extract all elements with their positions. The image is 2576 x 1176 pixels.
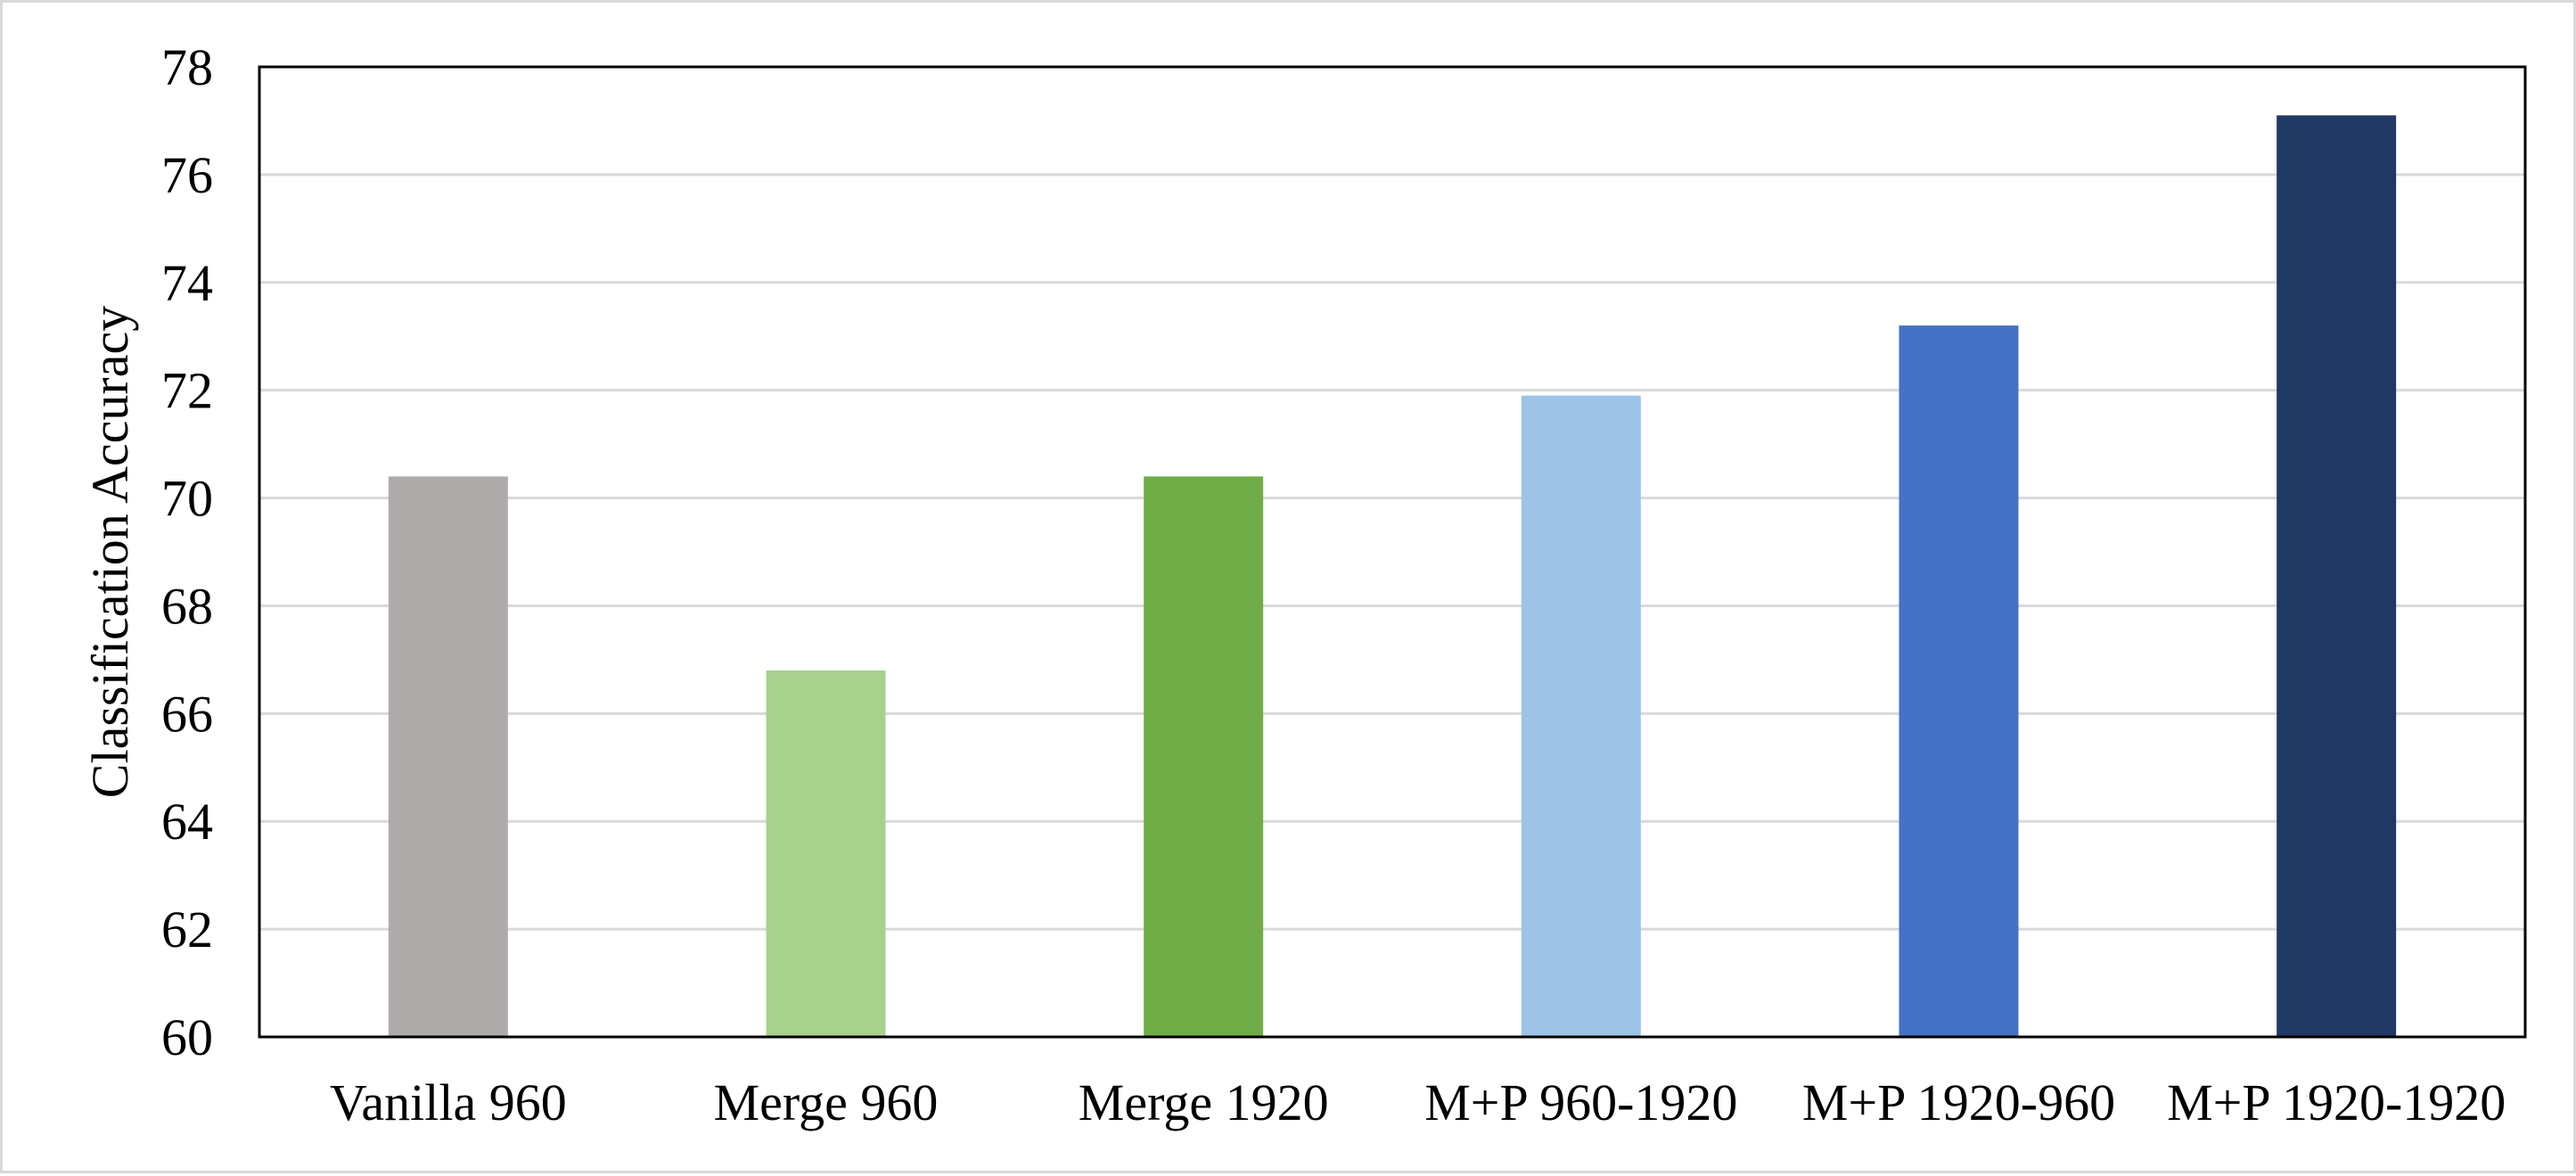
y-axis-ticks: 60 62 64 66 68 70 72 74 76 78 — [161, 38, 213, 1066]
bars — [388, 115, 2397, 1038]
y-tick-label: 72 — [161, 362, 213, 420]
x-category-label: M+P 1920-1920 — [2167, 1073, 2506, 1131]
x-category-label: M+P 960-1920 — [1424, 1073, 1737, 1131]
x-category-label: Merge 960 — [714, 1073, 939, 1131]
x-category-label: Vanilla 960 — [330, 1073, 567, 1131]
y-axis-title: Classification Accuracy — [81, 306, 139, 798]
y-tick-label: 78 — [161, 38, 213, 96]
bar-chart: 60 62 64 66 68 70 72 74 76 78 Vanilla 960 Merge 96… — [81, 38, 2527, 1131]
bar — [1899, 325, 2019, 1038]
x-category-label: M+P 1920-960 — [1802, 1073, 2115, 1131]
bar — [1144, 476, 1264, 1037]
y-tick-label: 66 — [161, 685, 213, 743]
x-axis-labels: Vanilla 960 Merge 960 Merge 1920 M+P 960-19… — [330, 1073, 2506, 1131]
y-tick-label: 60 — [161, 1008, 213, 1066]
bar — [1521, 395, 1641, 1037]
y-tick-label: 74 — [161, 254, 213, 312]
bar — [388, 476, 508, 1037]
x-category-label: Merge 1920 — [1079, 1073, 1329, 1131]
bar — [2277, 115, 2397, 1037]
y-tick-label: 68 — [161, 577, 213, 635]
bar — [766, 670, 886, 1037]
y-tick-label: 70 — [161, 470, 213, 528]
plot-area-border — [258, 65, 2527, 1039]
y-tick-label: 62 — [161, 901, 213, 958]
gridlines — [259, 173, 2525, 931]
y-tick-label: 76 — [161, 146, 213, 204]
y-tick-label: 64 — [161, 793, 213, 851]
